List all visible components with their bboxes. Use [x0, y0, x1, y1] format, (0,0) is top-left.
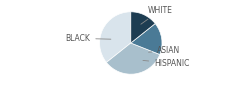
- Wedge shape: [100, 12, 131, 62]
- Wedge shape: [131, 24, 162, 54]
- Text: WHITE: WHITE: [141, 6, 173, 24]
- Text: HISPANIC: HISPANIC: [143, 59, 190, 68]
- Text: ASIAN: ASIAN: [149, 46, 180, 55]
- Wedge shape: [106, 43, 160, 74]
- Text: BLACK: BLACK: [65, 34, 111, 43]
- Wedge shape: [131, 12, 155, 43]
